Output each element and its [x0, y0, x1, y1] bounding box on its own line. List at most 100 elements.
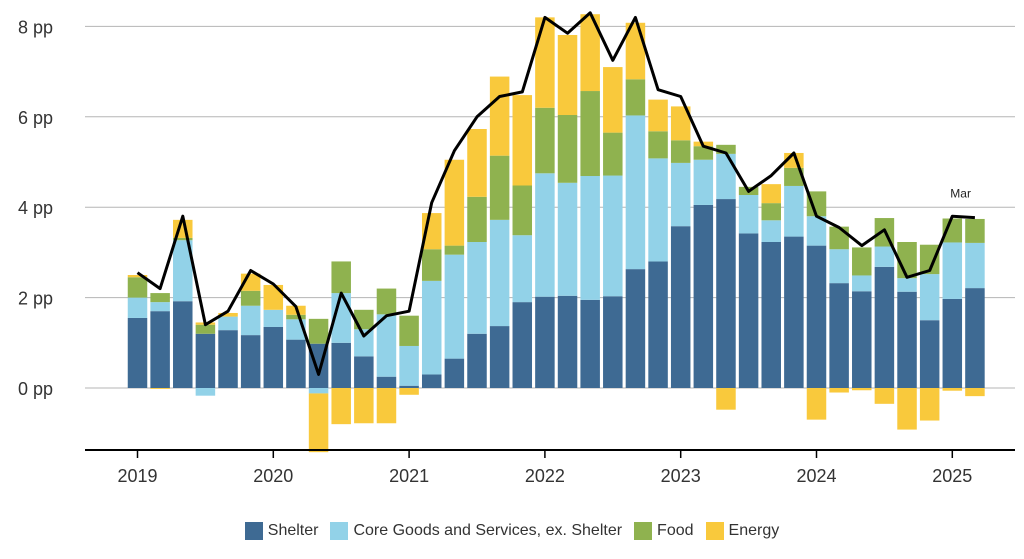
bar-shelter [761, 242, 781, 388]
bar-core-goods-and-services-ex-shelter [874, 246, 895, 267]
bar-energy [942, 388, 963, 391]
bar-core-goods-and-services-ex-shelter [263, 309, 284, 327]
bar-shelter [127, 317, 148, 388]
bar-core-goods-and-services-ex-shelter [535, 173, 555, 297]
bar-energy [965, 388, 985, 397]
bar-shelter [603, 296, 623, 388]
x-tick-label: 2023 [661, 466, 701, 486]
bar-food [421, 249, 442, 281]
bar-food [512, 185, 533, 236]
legend-label-energy: Energy [728, 522, 780, 539]
bar-shelter [784, 236, 804, 388]
bar-core-goods-and-services-ex-shelter [218, 316, 238, 331]
bar-energy [218, 312, 238, 317]
bar-shelter [942, 298, 963, 388]
bar-shelter [240, 335, 261, 388]
bar-core-goods-and-services-ex-shelter [852, 275, 872, 292]
bar-food [399, 315, 419, 346]
bar-shelter [806, 245, 827, 388]
bar-food [150, 293, 170, 303]
total-line [136, 11, 975, 376]
bar-core-goods-and-services-ex-shelter [761, 220, 781, 243]
bar-shelter [557, 295, 578, 388]
bar-shelter [965, 288, 985, 388]
y-tick-label: 0 pp [18, 379, 53, 399]
x-tick-label: 2025 [932, 466, 972, 486]
bar-core-goods-and-services-ex-shelter [648, 158, 668, 262]
bar-energy [580, 14, 600, 92]
bar-food [829, 226, 849, 250]
bar-shelter [852, 291, 872, 388]
legend-label-food: Food [657, 522, 694, 539]
bar-energy [535, 17, 555, 108]
bar-energy [263, 284, 284, 310]
bar-core-goods-and-services-ex-shelter [806, 216, 827, 246]
bar-food [965, 218, 985, 243]
bar-food [467, 196, 487, 243]
bar-energy [150, 388, 170, 389]
bar-food [535, 107, 555, 174]
bar-food [195, 324, 216, 334]
bar-core-goods-and-services-ex-shelter [376, 314, 397, 377]
y-tick-label: 4 pp [18, 198, 53, 218]
bar-core-goods-and-services-ex-shelter [693, 159, 714, 205]
bar-food [919, 244, 940, 275]
y-tick-label: 2 pp [18, 289, 53, 309]
bar-shelter [829, 283, 849, 388]
bar-shelter [173, 301, 193, 388]
bar-shelter [738, 233, 759, 388]
bar-energy [399, 388, 419, 395]
bar-core-goods-and-services-ex-shelter [489, 219, 510, 327]
bar-shelter [376, 376, 397, 388]
bar-energy [761, 184, 781, 204]
bar-core-goods-and-services-ex-shelter [467, 242, 487, 334]
bar-food [557, 114, 578, 183]
y-tick-label: 8 pp [18, 17, 53, 37]
bar-energy [716, 388, 736, 410]
bar-energy [852, 388, 872, 391]
bar-shelter [625, 269, 646, 388]
bar-core-goods-and-services-ex-shelter [919, 274, 940, 321]
legend-item-shelter: Shelter [244, 522, 319, 540]
bar-energy [512, 95, 533, 186]
bar-food [308, 318, 329, 344]
bar-core-goods-and-services-ex-shelter [965, 242, 985, 289]
bar-shelter [331, 342, 351, 388]
bar-energy [331, 388, 351, 425]
bar-food [489, 155, 510, 220]
x-tick-label: 2022 [525, 466, 565, 486]
y-tick-label: 6 pp [18, 108, 53, 128]
bar-food [625, 79, 646, 116]
bar-core-goods-and-services-ex-shelter [716, 153, 736, 200]
bar-shelter [286, 339, 306, 388]
bar-energy [603, 67, 623, 133]
bar-shelter [897, 291, 917, 388]
bar-shelter [444, 358, 465, 388]
bar-energy [308, 393, 329, 453]
bar-core-goods-and-services-ex-shelter [421, 280, 442, 375]
bar-energy [354, 388, 374, 424]
annotation-label: Mar [950, 187, 971, 201]
bar-shelter [648, 261, 668, 388]
bar-core-goods-and-services-ex-shelter [308, 388, 329, 394]
bar-energy [670, 106, 691, 141]
bar-shelter [580, 299, 600, 388]
bar-core-goods-and-services-ex-shelter [829, 249, 849, 284]
legend-item-energy: Energy [705, 522, 780, 540]
bar-energy [557, 34, 578, 115]
legend-label-shelter: Shelter [267, 522, 319, 539]
bar-shelter [874, 266, 895, 388]
bar-food [173, 237, 193, 241]
bar-food [716, 144, 736, 154]
bar-shelter [354, 356, 374, 388]
x-tick-label: 2020 [253, 466, 293, 486]
bar-energy [467, 129, 487, 197]
bar-shelter [263, 326, 284, 388]
legend-label-core-goods-services: Core Goods and Services, ex. Shelter [353, 522, 623, 539]
bar-core-goods-and-services-ex-shelter [603, 175, 623, 297]
bar-food [580, 91, 600, 177]
bar-food [127, 277, 148, 298]
bar-core-goods-and-services-ex-shelter [127, 297, 148, 318]
legend-swatch-food [634, 522, 653, 540]
bar-food [603, 132, 623, 176]
